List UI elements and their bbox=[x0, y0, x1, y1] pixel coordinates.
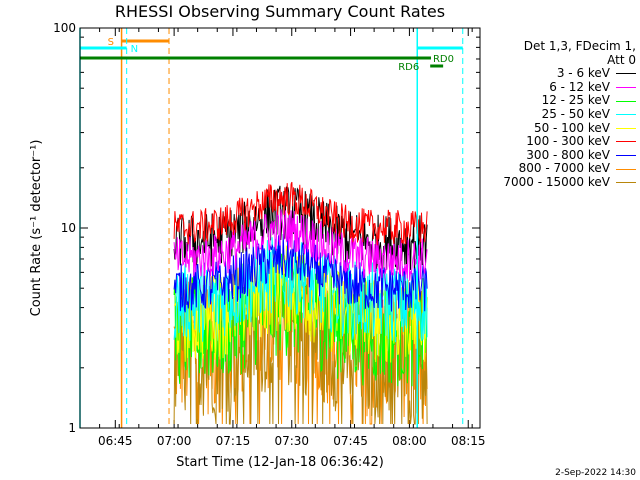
series-line bbox=[173, 181, 428, 246]
chart-title: RHESSI Observing Summary Count Rates bbox=[114, 2, 446, 21]
legend-swatch bbox=[616, 155, 636, 157]
rd6-label: RD6 bbox=[398, 62, 419, 73]
y-tick-label: 10 bbox=[61, 221, 76, 235]
legend-header-line-2: Att 0 bbox=[607, 52, 636, 67]
legend-item: 7000 - 15000 keV bbox=[478, 174, 636, 190]
legend-item: 25 - 50 keV bbox=[478, 106, 636, 122]
legend-item: 100 - 300 keV bbox=[478, 135, 636, 149]
legend-label: 800 - 7000 keV bbox=[518, 161, 610, 176]
legend-swatch bbox=[616, 168, 636, 170]
x-tick-label: 06:45 bbox=[98, 434, 133, 448]
legend-header-line-1: Det 1,3, FDecim 1, bbox=[523, 39, 636, 53]
night-label: N bbox=[131, 44, 138, 55]
series-line bbox=[173, 234, 428, 343]
legend-item: 3 - 6 keV bbox=[478, 67, 636, 81]
legend-swatch bbox=[616, 73, 636, 75]
legend-swatch bbox=[616, 114, 636, 116]
series-line bbox=[173, 209, 428, 281]
x-tick-label: 07:00 bbox=[157, 434, 192, 448]
series-line bbox=[173, 233, 428, 313]
x-tick-label: 08:00 bbox=[392, 434, 427, 448]
legend-swatch bbox=[616, 100, 636, 102]
legend-label: 6 - 12 keV bbox=[549, 79, 610, 94]
legend: Det 1,3, FDecim 1, Att 0 3 - 6 keV 6 - 12… bbox=[478, 39, 636, 190]
saa-label: S bbox=[108, 37, 114, 48]
legend-item: 300 - 800 keV bbox=[478, 147, 636, 163]
legend-swatch bbox=[616, 141, 636, 143]
legend-item: 12 - 25 keV bbox=[478, 94, 636, 108]
legend-item: 50 - 100 keV bbox=[478, 120, 636, 136]
legend-item: 6 - 12 keV bbox=[478, 79, 636, 95]
x-axis-label: Start Time (12-Jan-18 06:36:42) bbox=[176, 455, 384, 470]
legend-label: 50 - 100 keV bbox=[533, 120, 610, 135]
legend-label: 12 - 25 keV bbox=[541, 93, 610, 108]
rd0-label: RD0 bbox=[433, 54, 454, 65]
y-axis-label: Count Rate (s⁻¹ detector⁻¹) bbox=[29, 140, 44, 317]
legend-label: 3 - 6 keV bbox=[556, 66, 610, 81]
legend-swatch bbox=[616, 87, 636, 89]
y-tick-label: 1 bbox=[68, 421, 76, 435]
legend-label: 7000 - 15000 keV bbox=[503, 174, 610, 189]
legend-label: 25 - 50 keV bbox=[541, 106, 610, 121]
legend-swatch bbox=[616, 127, 636, 129]
plot-frame bbox=[79, 27, 481, 429]
legend-swatch bbox=[616, 182, 636, 184]
y-tick-label: 100 bbox=[53, 21, 76, 35]
x-tick-label: 08:15 bbox=[451, 434, 486, 448]
legend-label: 300 - 800 keV bbox=[526, 147, 610, 162]
x-tick-label: 07:15 bbox=[216, 434, 251, 448]
date-stamp: 2-Sep-2022 14:30 bbox=[555, 468, 636, 478]
legend-item: 800 - 7000 keV bbox=[478, 162, 636, 176]
legend-label: 100 - 300 keV bbox=[526, 134, 610, 149]
x-tick-label: 07:45 bbox=[333, 434, 368, 448]
x-tick-label: 07:30 bbox=[274, 434, 309, 448]
